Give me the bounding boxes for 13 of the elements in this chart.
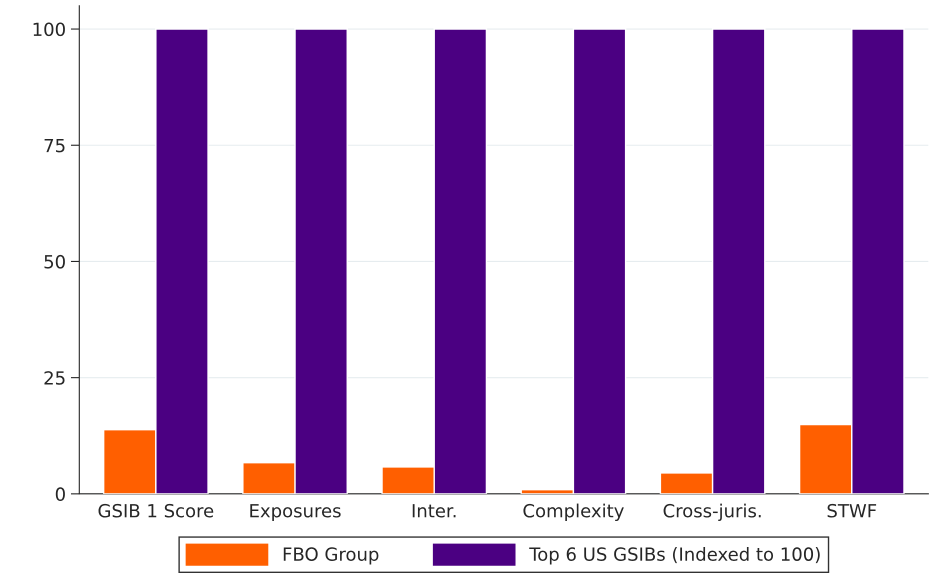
x-tick-label: Complexity [523, 504, 624, 522]
legend-label: Top 6 US GSIBs (Indexed to 100) [529, 546, 820, 564]
x-tick-label: Exposures [250, 504, 341, 522]
legend-label: FBO Group [284, 547, 378, 564]
y-tick-label: 75 [44, 138, 65, 152]
y-tick-label: 100 [34, 22, 65, 36]
x-tick-label: Cross-juris. [664, 504, 761, 522]
x-tick-label: GSIB 1 Score [98, 504, 214, 518]
y-tick-label: 0 [56, 487, 65, 501]
y-tick-label: 25 [44, 371, 65, 385]
x-tick-label: Inter. [412, 504, 456, 518]
y-tick-label: 50 [44, 254, 65, 269]
x-tick-label: STWF [828, 504, 876, 518]
